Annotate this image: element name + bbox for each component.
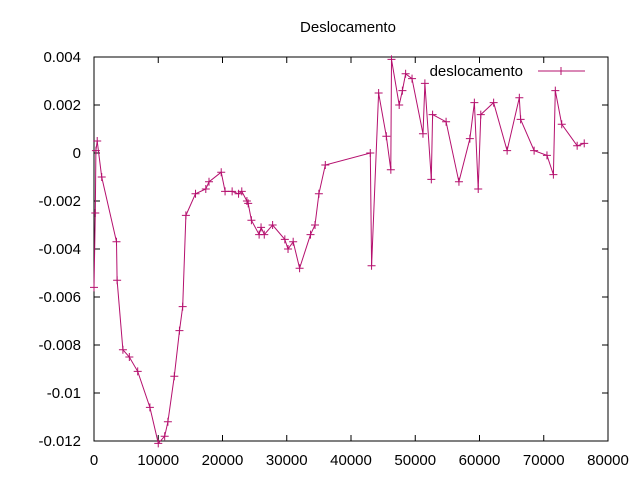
data-point (418, 129, 427, 138)
data-point (489, 98, 498, 107)
legend-label: deslocamento (430, 63, 523, 80)
data-point (367, 261, 376, 270)
data-point (382, 132, 391, 141)
data-point (112, 237, 121, 246)
data-point (314, 189, 323, 198)
data-point (428, 110, 437, 119)
data-point (284, 245, 293, 253)
data-point (427, 175, 436, 184)
data-point (386, 165, 395, 174)
legend: deslocamento (430, 63, 585, 80)
data-point (401, 69, 410, 78)
data-point (516, 115, 525, 124)
data-point (476, 110, 485, 119)
data-point (93, 137, 102, 145)
data-point (205, 177, 214, 186)
data-point (191, 189, 200, 198)
legend-plus-marker (557, 67, 565, 75)
data-point (181, 211, 190, 220)
series-line (93, 59, 585, 445)
data-point (91, 209, 100, 217)
plot-frame (93, 56, 609, 442)
y-tick-label: -0.008 (38, 337, 81, 354)
data-point (557, 120, 566, 129)
data-point (244, 199, 253, 208)
data-point (374, 89, 383, 97)
data-point (387, 55, 396, 64)
data-point (201, 185, 210, 193)
data-point (170, 372, 179, 381)
data-point (395, 101, 404, 109)
data-point (573, 141, 582, 150)
data-point (133, 367, 142, 376)
data-point (280, 235, 289, 244)
data-point (268, 221, 277, 229)
x-tick-label: 20000 (202, 452, 244, 469)
data-point (145, 403, 154, 412)
data-point (311, 221, 320, 229)
data-point (260, 230, 269, 239)
data-point (398, 86, 407, 95)
chart-title: Deslocamento (300, 19, 396, 36)
plot-area (90, 55, 589, 448)
data-point (442, 117, 451, 126)
data-point (580, 139, 589, 148)
data-point (470, 98, 479, 107)
y-axis: 0.004 0.002 0 -0.002 -0.004 -0.006 -0.008 -0.01… (38, 49, 608, 450)
data-point (91, 146, 100, 155)
data-point (454, 177, 463, 186)
data-point (257, 223, 266, 232)
data-point (178, 302, 187, 311)
data-point (160, 432, 169, 441)
data-point (237, 187, 246, 196)
data-point (515, 93, 524, 102)
x-tick-label: 10000 (137, 452, 179, 469)
data-point (321, 161, 330, 169)
x-tick-label: 60000 (459, 452, 501, 469)
data-point (118, 345, 127, 354)
data-point (221, 187, 230, 196)
x-tick-label: 30000 (266, 452, 308, 469)
data-point (289, 237, 298, 246)
y-tick-label: -0.01 (47, 385, 81, 402)
data-point (474, 185, 483, 193)
y-tick-label: -0.012 (38, 433, 81, 450)
x-tick-label: 80000 (587, 452, 629, 469)
x-tick-label: 50000 (394, 452, 436, 469)
data-point (217, 168, 226, 177)
data-point (228, 187, 237, 196)
data-point (408, 74, 417, 83)
y-tick-label: -0.006 (38, 289, 81, 306)
plot-border (93, 56, 609, 442)
data-point (366, 149, 375, 157)
data-point (465, 134, 474, 143)
y-tick-label: 0.002 (43, 97, 81, 114)
legend-marker (557, 67, 565, 75)
x-tick-label: 40000 (330, 452, 372, 469)
data-point (247, 216, 256, 225)
data-point (551, 86, 560, 95)
data-point (420, 79, 429, 88)
data-point (542, 151, 551, 160)
y-tick-label: -0.002 (38, 193, 81, 210)
data-point (503, 146, 512, 155)
data-point (125, 353, 134, 361)
x-tick-label: 0 (90, 452, 98, 469)
y-tick-label: 0.004 (43, 49, 81, 66)
data-point (97, 173, 106, 181)
x-tick-label: 70000 (523, 452, 565, 469)
data-point (530, 146, 539, 155)
data-point (90, 283, 98, 292)
data-point (154, 439, 163, 448)
data-point (175, 326, 184, 335)
data-point (306, 230, 315, 239)
data-point (549, 170, 558, 179)
data-point (163, 417, 172, 426)
y-tick-label: 0 (73, 145, 81, 162)
y-tick-label: -0.004 (38, 241, 81, 258)
data-point (295, 264, 304, 273)
x-axis: 0 10000 20000 30000 40000 50000 60000 70000 8000… (90, 57, 629, 469)
data-point (113, 276, 122, 285)
